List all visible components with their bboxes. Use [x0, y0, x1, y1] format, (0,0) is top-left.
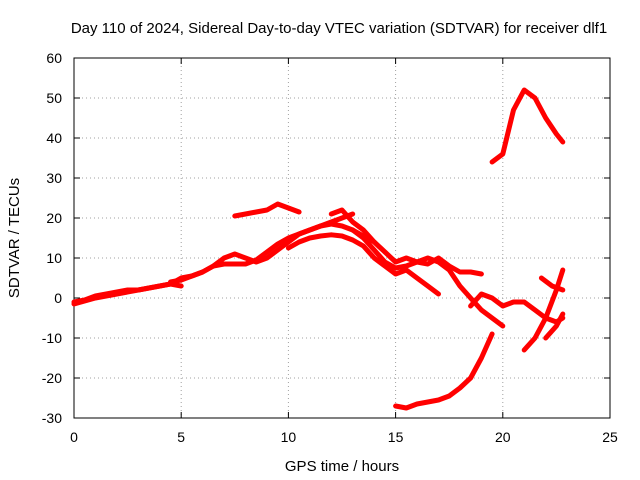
tick-layer: 0 5 10 15 20 25 -30 -20 -10 0 10 20 30 40 50 60 [42, 50, 618, 445]
y-tick-label: 50 [46, 90, 62, 106]
x-axis-label: GPS time / hours [285, 458, 399, 475]
y-tick-label: -10 [42, 330, 62, 346]
series-arc-6 [328, 207, 484, 277]
series-arc-12 [538, 275, 566, 293]
x-tick-label: 15 [388, 429, 404, 445]
x-tick-label: 10 [281, 429, 297, 445]
x-tick-label: 0 [70, 429, 78, 445]
y-tick-label: -30 [42, 410, 62, 426]
series-layer [71, 87, 566, 411]
series-arc-4 [232, 201, 302, 219]
y-tick-label: 10 [46, 250, 62, 266]
y-tick-label: -20 [42, 370, 62, 386]
y-axis-label: SDTVAR / TECUs [6, 178, 23, 298]
y-tick-label: 30 [46, 170, 62, 186]
series-arc-11 [521, 267, 566, 353]
series-arc-3 [168, 221, 377, 285]
series-arc-7 [350, 227, 506, 329]
x-tick-label: 5 [177, 429, 185, 445]
y-tick-label: 20 [46, 210, 62, 226]
y-tick-label: 0 [54, 290, 62, 306]
chart-title: Day 110 of 2024, Sidereal Day-to-day VTE… [71, 20, 607, 37]
series-arc-9 [468, 291, 566, 325]
y-tick-label: 60 [46, 50, 62, 66]
series-arc-5 [285, 232, 441, 297]
series-arc-13 [543, 311, 566, 341]
x-tick-label: 25 [602, 429, 618, 445]
x-tick-label: 20 [495, 429, 511, 445]
plot-frame [73, 57, 611, 419]
series-arc-8 [393, 331, 495, 411]
series-arc-10 [489, 87, 566, 165]
y-tick-label: 40 [46, 130, 62, 146]
